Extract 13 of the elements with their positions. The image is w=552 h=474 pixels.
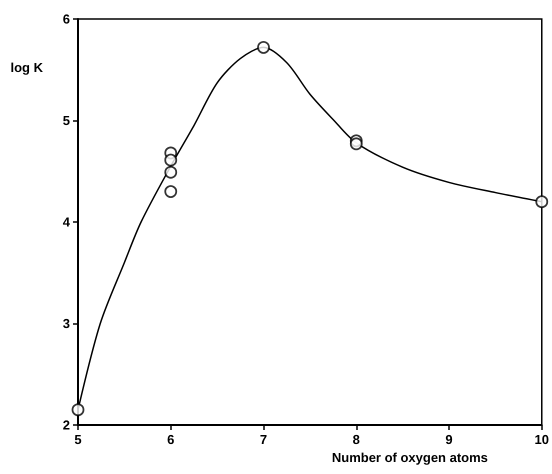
- x-tick-label: 5: [74, 432, 82, 447]
- y-tick-label: 5: [62, 113, 70, 128]
- x-axis-title: Number of oxygen atoms: [332, 450, 488, 465]
- x-tick-label: 7: [260, 432, 268, 447]
- x-tick-label: 9: [445, 432, 453, 447]
- x-tick-label: 8: [352, 432, 360, 447]
- y-tick-label: 2: [62, 418, 70, 432]
- y-axis-title: log K: [10, 60, 44, 75]
- y-tick-label: 3: [62, 316, 70, 331]
- y-tick-label: 6: [62, 12, 70, 26]
- y-tick-label: 4: [62, 214, 71, 230]
- x-tick-label: 6: [167, 432, 174, 447]
- x-tick-label: 10: [534, 432, 550, 447]
